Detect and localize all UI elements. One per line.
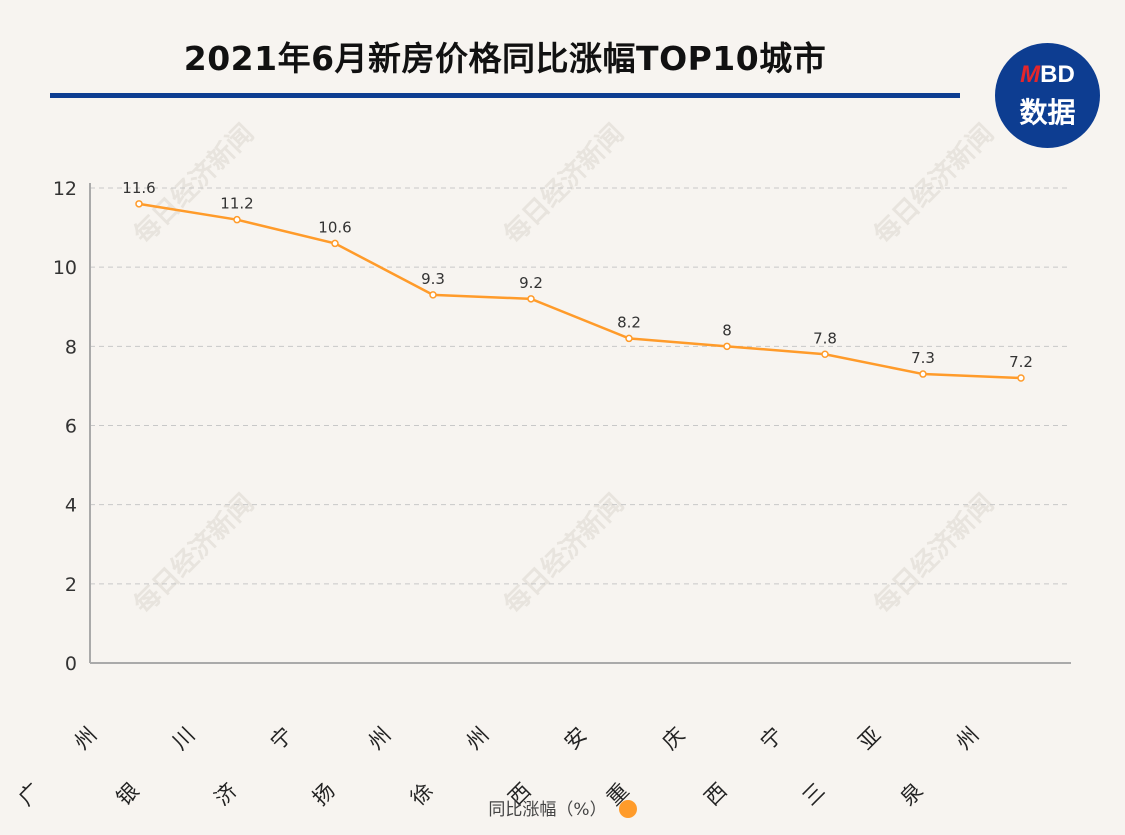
logo-prefix: M xyxy=(1020,61,1041,88)
data-point xyxy=(233,215,241,224)
data-label: 10.6 xyxy=(318,218,351,236)
data-label: 7.8 xyxy=(813,329,837,347)
data-point xyxy=(919,370,927,378)
legend-marker xyxy=(618,800,637,818)
data-label: 9.2 xyxy=(519,274,543,292)
data-label: 7.3 xyxy=(911,349,935,367)
y-tick-label: 6 xyxy=(65,416,77,438)
data-label: 11.6 xyxy=(122,179,155,197)
series-line xyxy=(138,202,1022,380)
y-tick-label: 4 xyxy=(65,495,77,517)
data-label: 8 xyxy=(722,321,732,339)
data-label: 9.3 xyxy=(421,270,445,288)
data-label: 11.2 xyxy=(220,195,253,213)
data-point xyxy=(723,342,731,351)
watermark: 每日经济新闻 xyxy=(128,488,260,620)
logo-suffix: BD xyxy=(1040,61,1075,88)
y-tick-label: 10 xyxy=(53,257,77,279)
watermark: 每日经济新闻 xyxy=(498,488,630,620)
y-tick-label: 0 xyxy=(65,653,77,675)
data-point xyxy=(429,291,437,299)
y-tick-label: 8 xyxy=(65,336,77,358)
chart-title: 2021年6月新房价格同比涨幅TOP10城市 xyxy=(183,39,827,78)
mbd-logo: MBD 数据 xyxy=(995,43,1100,148)
title-underline xyxy=(50,93,960,98)
data-point xyxy=(1017,374,1025,382)
data-point xyxy=(625,334,633,343)
legend: 同比涨幅（%） xyxy=(0,795,1125,820)
watermark: 每日经济新闻 xyxy=(868,118,1000,250)
logo-subtitle: 数据 xyxy=(1019,96,1076,129)
y-tick-label: 2 xyxy=(65,574,77,596)
data-point xyxy=(821,350,829,358)
legend-label: 同比涨幅（%） xyxy=(488,800,607,820)
data-point xyxy=(331,239,339,248)
data-label: 8.2 xyxy=(617,313,641,331)
data-label: 7.2 xyxy=(1009,353,1033,371)
data-point xyxy=(527,295,535,303)
watermark: 每日经济新闻 xyxy=(868,488,1000,620)
data-point xyxy=(135,200,143,208)
watermark: 每日经济新闻 xyxy=(498,118,630,250)
y-tick-label: 12 xyxy=(53,178,77,200)
